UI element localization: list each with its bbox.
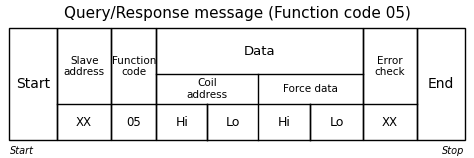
Text: End: End bbox=[428, 77, 454, 91]
Bar bbox=[363, 28, 417, 140]
Text: Function
code: Function code bbox=[112, 56, 156, 77]
Bar bbox=[156, 28, 363, 140]
Bar bbox=[417, 28, 465, 140]
Text: Stop: Stop bbox=[442, 146, 465, 156]
Text: 05: 05 bbox=[127, 115, 141, 129]
Text: Data: Data bbox=[244, 45, 275, 58]
Text: Force data: Force data bbox=[283, 84, 338, 94]
Text: Lo: Lo bbox=[329, 115, 344, 129]
Bar bbox=[57, 28, 111, 140]
Text: Lo: Lo bbox=[226, 115, 240, 129]
Text: Hi: Hi bbox=[278, 115, 291, 129]
Text: Slave
address: Slave address bbox=[64, 56, 105, 77]
Text: Start: Start bbox=[9, 146, 34, 156]
Text: XX: XX bbox=[382, 115, 398, 129]
Text: Error
check: Error check bbox=[374, 56, 405, 77]
Text: Query/Response message (Function code 05): Query/Response message (Function code 05… bbox=[64, 6, 410, 21]
Text: Coil
address: Coil address bbox=[187, 79, 228, 100]
Text: XX: XX bbox=[76, 115, 92, 129]
Text: Hi: Hi bbox=[175, 115, 188, 129]
Bar bbox=[111, 28, 156, 140]
Text: Start: Start bbox=[16, 77, 50, 91]
Bar bbox=[9, 28, 57, 140]
